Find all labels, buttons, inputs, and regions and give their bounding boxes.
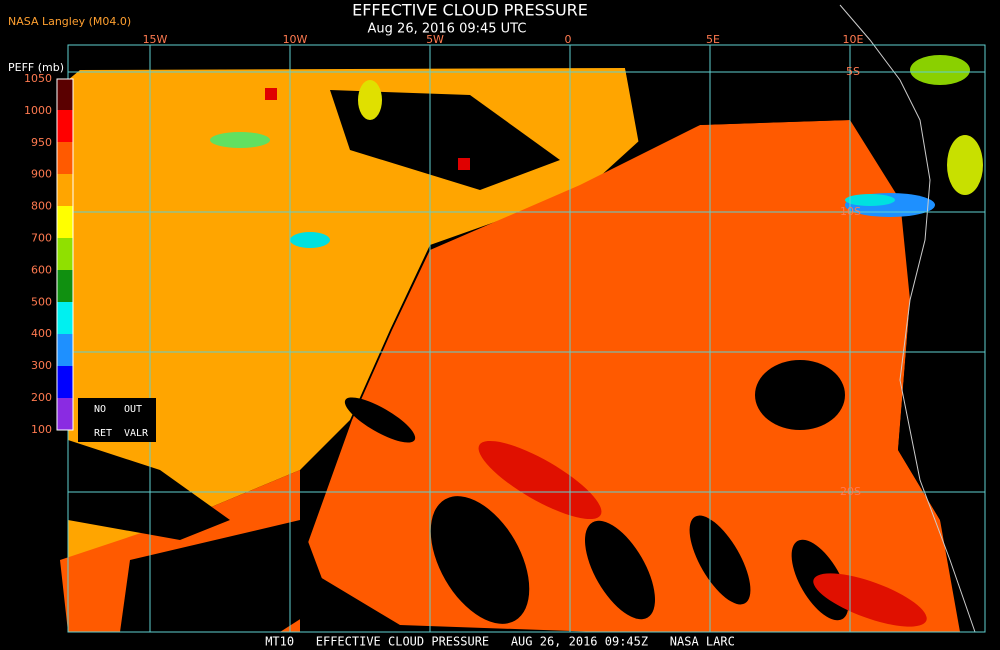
mid-cloud <box>358 80 382 120</box>
color-swatch <box>57 238 73 270</box>
clear-region <box>68 440 230 540</box>
color-swatch <box>57 366 73 398</box>
graticule <box>67 44 986 633</box>
color-swatch <box>57 334 73 366</box>
colorbar-label: 700 <box>31 232 52 245</box>
source-label: NASA Langley (M04.0) <box>8 15 131 28</box>
clear-patch <box>755 360 845 430</box>
high-cloud <box>845 194 895 206</box>
key-label: VALR <box>124 428 149 439</box>
key-box <box>78 398 156 442</box>
colorbar-label: 1050 <box>24 72 52 85</box>
colorbar-label: 300 <box>31 359 52 372</box>
colorbar-label: 1000 <box>24 104 52 117</box>
lon-label: 10E <box>843 33 864 46</box>
color-swatch <box>57 270 73 302</box>
lat-label: 10S <box>840 205 861 218</box>
colorbar-label: 400 <box>31 327 52 340</box>
lon-label: 5E <box>706 33 720 46</box>
key-label: RET <box>94 428 112 439</box>
low-cloud-region <box>68 68 640 560</box>
clear-patch <box>430 496 530 624</box>
colorbar-label: 800 <box>31 200 52 213</box>
lon-label: 10W <box>283 33 308 46</box>
lon-label: 15W <box>143 33 168 46</box>
key-label: OUT <box>124 404 142 415</box>
colorbar-title: PEFF (mb) <box>8 61 64 74</box>
lon-label: 5W <box>426 33 444 46</box>
title: EFFECTIVE CLOUD PRESSURE <box>352 1 588 20</box>
mid-cloud <box>910 55 970 85</box>
color-swatch <box>57 174 73 206</box>
clear-patch <box>344 397 416 443</box>
mid-cloud <box>947 135 983 195</box>
lat-label: 20S <box>840 485 861 498</box>
colorbar-label: 500 <box>31 295 52 308</box>
lon-label: 0 <box>565 33 572 46</box>
key-label: NO <box>94 404 106 415</box>
colorbar-label: 900 <box>31 168 52 181</box>
red-patch <box>458 158 470 170</box>
colorbar-labels: 1050 1000 950 900 800 700 600 500 400 300 200 100 <box>24 72 52 436</box>
clear-region <box>898 250 985 632</box>
colorbar-frame <box>56 78 74 431</box>
color-swatch <box>57 142 73 174</box>
red-patch <box>813 573 927 627</box>
red-patch <box>478 440 602 520</box>
colorbar-label: 100 <box>31 423 52 436</box>
colorbar <box>56 78 74 431</box>
colorbar-label: 200 <box>31 391 52 404</box>
cloud-map <box>60 4 985 633</box>
clear-patch <box>585 520 655 620</box>
color-swatch <box>57 206 73 238</box>
color-swatch <box>57 110 73 142</box>
color-swatch <box>57 398 73 430</box>
colorbar-label: 600 <box>31 263 52 276</box>
coastline <box>839 4 976 633</box>
color-swatch <box>57 79 73 110</box>
mid-cloud <box>290 232 330 248</box>
clear-region <box>625 60 850 150</box>
colorbar-label: 950 <box>31 136 52 149</box>
clear-patch <box>689 515 751 605</box>
subtitle: Aug 26, 2016 09:45 UTC <box>368 22 527 37</box>
clear-region <box>120 520 330 632</box>
clear-region <box>330 90 560 190</box>
mid-cloud <box>210 132 270 148</box>
red-patch <box>265 88 277 100</box>
lat-label: 5S <box>846 65 860 78</box>
color-swatch <box>57 302 73 334</box>
footer: MT10 EFFECTIVE CLOUD PRESSURE AUG 26, 20… <box>265 635 735 649</box>
